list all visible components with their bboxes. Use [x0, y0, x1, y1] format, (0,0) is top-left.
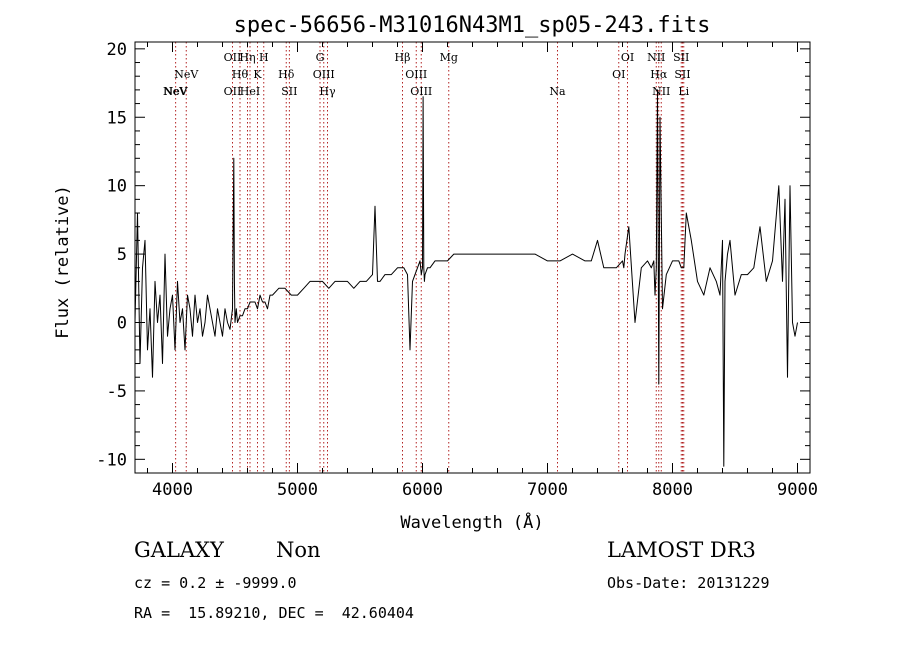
emission-line-label: Hγ	[319, 85, 336, 98]
emission-line-markers	[175, 42, 685, 473]
emission-line-label: NII	[652, 85, 670, 98]
emission-line-label: NeV	[174, 68, 199, 81]
x-tick-label: 7000	[527, 480, 568, 500]
emission-line-label: Hδ	[278, 68, 295, 81]
y-tick-label: 10	[107, 177, 127, 197]
spectrum-series	[134, 89, 798, 467]
emission-line-label: OI	[621, 51, 634, 64]
spectrum-line	[134, 89, 798, 467]
y-tick-label: 0	[117, 313, 127, 333]
emission-line-label: NeV	[164, 85, 189, 98]
emission-line-label: Hθ	[232, 68, 249, 81]
emission-line-label: OIII	[405, 68, 427, 81]
coordinates: RA = 15.89210, DEC = 42.60404	[134, 604, 414, 622]
emission-line-label: SII	[673, 51, 689, 64]
axis-ticks: 4000 5000 6000 7000 8000 9000 -10 -5 0 5 10 15 20	[96, 40, 818, 500]
chart-title: spec-56656-M31016N43M1_sp05-243.fits	[234, 13, 711, 38]
object-subclass: Non	[276, 538, 321, 562]
object-class: GALAXY	[134, 538, 224, 562]
emission-line-label: OI	[612, 68, 625, 81]
obs-date: Obs-Date: 20131229	[607, 574, 770, 592]
x-tick-label: 4000	[152, 480, 193, 500]
x-tick-label: 8000	[652, 480, 693, 500]
emission-line-label: HeI	[240, 85, 260, 98]
x-tick-label: 6000	[402, 480, 443, 500]
emission-line-labels: NeV NeV OII OII Hθ Hη HeI KH Hδ SII G OIII Hγ Hβ OIII O…	[163, 51, 691, 98]
y-tick-label: -5	[107, 382, 127, 402]
emission-line-label: OII	[224, 85, 242, 98]
emission-line-label: Hβ	[395, 51, 411, 64]
y-tick-label: -10	[96, 450, 127, 470]
emission-line-label: Hη	[239, 51, 255, 64]
y-tick-label: 20	[107, 40, 127, 60]
plot-frame	[134, 41, 811, 474]
survey-name: LAMOST DR3	[607, 538, 756, 562]
y-tick-label: 15	[107, 108, 127, 128]
emission-line-label: NII	[647, 51, 665, 64]
emission-line-label: G	[316, 51, 325, 64]
emission-line-label: OII	[224, 51, 242, 64]
emission-line-label: SII	[674, 68, 690, 81]
y-tick-label: 5	[117, 245, 127, 265]
emission-line-label: OIII	[410, 85, 432, 98]
emission-line-label: Na	[549, 85, 566, 98]
emission-line-label: Hα	[650, 68, 668, 81]
emission-line-label: NeV	[163, 85, 188, 98]
redshift-cz: cz = 0.2 ± -9999.0	[134, 574, 297, 592]
x-axis-label: Wavelength (Å)	[400, 511, 543, 533]
plot-border	[134, 41, 811, 474]
x-tick-label: 9000	[777, 480, 818, 500]
emission-line-label: OIII	[313, 68, 335, 81]
x-tick-label: 5000	[277, 480, 318, 500]
emission-line-label: H	[259, 51, 269, 64]
emission-line-label: SII	[281, 85, 297, 98]
emission-line-label: Li	[678, 85, 689, 98]
emission-line-label: K	[253, 68, 262, 81]
y-axis-label: Flux (relative)	[53, 185, 73, 339]
emission-line-label: Mg	[440, 51, 458, 64]
